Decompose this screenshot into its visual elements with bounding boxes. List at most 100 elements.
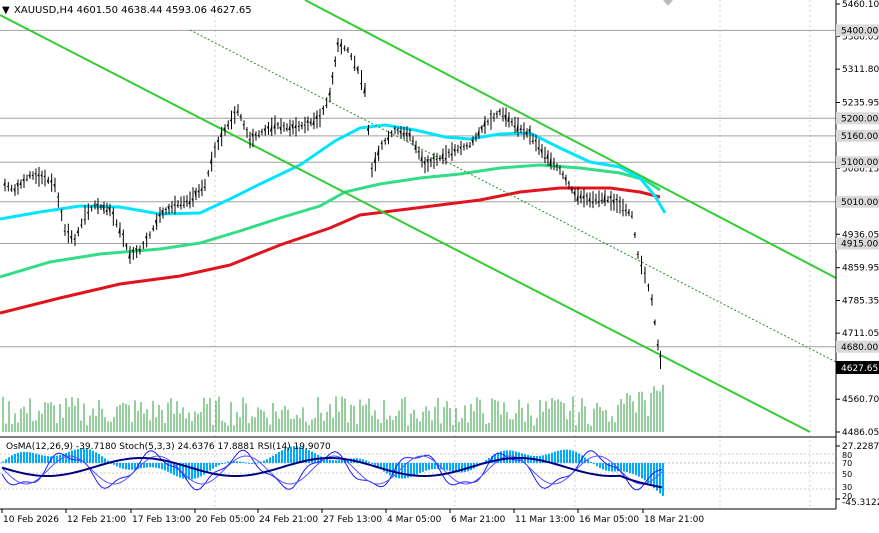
osma-bar	[413, 463, 415, 476]
indicator-level-label: 20	[842, 492, 852, 501]
osma-bar	[14, 454, 16, 463]
osma-bar	[638, 463, 640, 477]
osma-bar	[464, 463, 466, 472]
price-tick-label: 4486.05	[842, 428, 879, 438]
osma-bar	[218, 463, 220, 465]
osma-bar	[425, 463, 427, 471]
osma-bar	[161, 463, 163, 469]
time-tick-label: 10 Feb 2026	[3, 515, 59, 525]
osma-bar	[596, 463, 598, 466]
osma-bar	[143, 463, 145, 468]
osma-bar	[44, 456, 46, 463]
osma-bar	[566, 450, 568, 463]
osma-bar	[65, 453, 67, 463]
level-label: 5100.00	[841, 158, 878, 168]
osma-bar	[332, 460, 334, 463]
osma-bar	[371, 463, 373, 464]
price-tick-label: 5311.80	[842, 65, 879, 75]
osma-bar	[158, 463, 160, 468]
osma-bar	[227, 462, 229, 463]
price-bar-tick	[87, 212, 88, 213]
osma-bar	[341, 460, 343, 463]
price-bar-tick	[84, 219, 85, 220]
osma-bar	[17, 453, 19, 463]
price-bar-tick	[394, 128, 395, 129]
osma-bar	[557, 451, 559, 463]
osma-bar	[41, 455, 43, 463]
indicator-level-label: 30	[842, 483, 852, 492]
osma-bar	[2, 461, 4, 463]
osma-bar	[191, 463, 193, 479]
osma-bar	[23, 452, 25, 463]
osma-bar	[626, 463, 628, 472]
osma-bar	[203, 463, 205, 475]
osma-bar	[272, 456, 274, 463]
price-bar-tick	[57, 197, 58, 198]
price-bar-tick	[142, 243, 143, 244]
osma-bar	[419, 463, 421, 473]
osma-bar	[368, 462, 370, 463]
osma-bar	[92, 451, 94, 463]
osma-bar	[11, 455, 13, 463]
osma-bar	[164, 463, 166, 470]
osma-bar	[224, 463, 226, 464]
osma-bar	[8, 457, 10, 463]
osma-bar	[131, 463, 133, 470]
osma-bar	[311, 452, 313, 463]
price-bar-tick	[436, 159, 437, 160]
osma-bar	[245, 462, 247, 463]
current-price-tag: 4627.65	[836, 361, 879, 374]
osma-bar	[575, 452, 577, 463]
time-tick-label: 18 Mar 21:00	[644, 515, 704, 525]
level-label: 5400.00	[841, 26, 878, 36]
osma-bar	[149, 463, 151, 467]
price-bar-tick	[100, 206, 101, 207]
osma-bar	[29, 452, 31, 463]
osma-bar	[122, 463, 124, 469]
osma-bar	[641, 463, 643, 478]
osma-bar	[263, 461, 265, 463]
time-tick-label: 27 Feb 13:00	[323, 515, 382, 525]
osma-bar	[125, 463, 127, 469]
time-tick-label: 6 Mar 21:00	[451, 515, 506, 525]
osma-bar	[563, 450, 565, 463]
price-tick-label: 5460.10	[842, 0, 879, 10]
symbol-info: XAUUSD,H4 4601.50 4638.44 4593.06 4627.6…	[14, 5, 252, 16]
osma-bar	[98, 454, 100, 463]
osma-bar	[176, 463, 178, 476]
osma-bar	[623, 463, 625, 472]
level-label: 4915.00	[841, 240, 878, 250]
osma-bar	[275, 454, 277, 463]
osma-bar	[452, 463, 454, 472]
osma-bar	[608, 463, 610, 471]
osma-bar	[602, 463, 604, 469]
osma-bar	[188, 463, 190, 480]
osma-bar	[554, 452, 556, 463]
level-label: 5200.00	[841, 114, 878, 124]
price-tick-label: 4560.70	[842, 395, 879, 405]
osma-bar	[422, 463, 424, 472]
osma-bar	[170, 463, 172, 473]
price-bar-tick	[659, 356, 660, 357]
osma-bar	[338, 460, 340, 463]
chart-collapse-icon[interactable]: ▼	[2, 5, 10, 16]
price-bar-tick	[353, 67, 354, 68]
osma-bar	[572, 451, 574, 463]
osma-bar	[281, 450, 283, 463]
price-tick-label: 4785.35	[842, 296, 879, 306]
level-label: 4680.00	[841, 343, 878, 353]
osma-bar	[53, 456, 55, 463]
price-bar-tick	[183, 205, 184, 206]
price-bar-tick	[165, 209, 166, 210]
osma-bar	[236, 461, 238, 463]
osma-bar	[119, 463, 121, 468]
price-bar-tick	[371, 168, 372, 169]
osma-bar	[620, 463, 622, 471]
price-bar-tick	[32, 175, 33, 176]
indicator-title: OsMA(12,26,9) -39.7180 Stoch(5,3,3) 24.6…	[6, 442, 331, 452]
price-bar-tick	[243, 124, 244, 125]
osma-bar	[26, 452, 28, 463]
osma-bar	[428, 463, 430, 470]
level-label: 5010.00	[841, 198, 878, 208]
